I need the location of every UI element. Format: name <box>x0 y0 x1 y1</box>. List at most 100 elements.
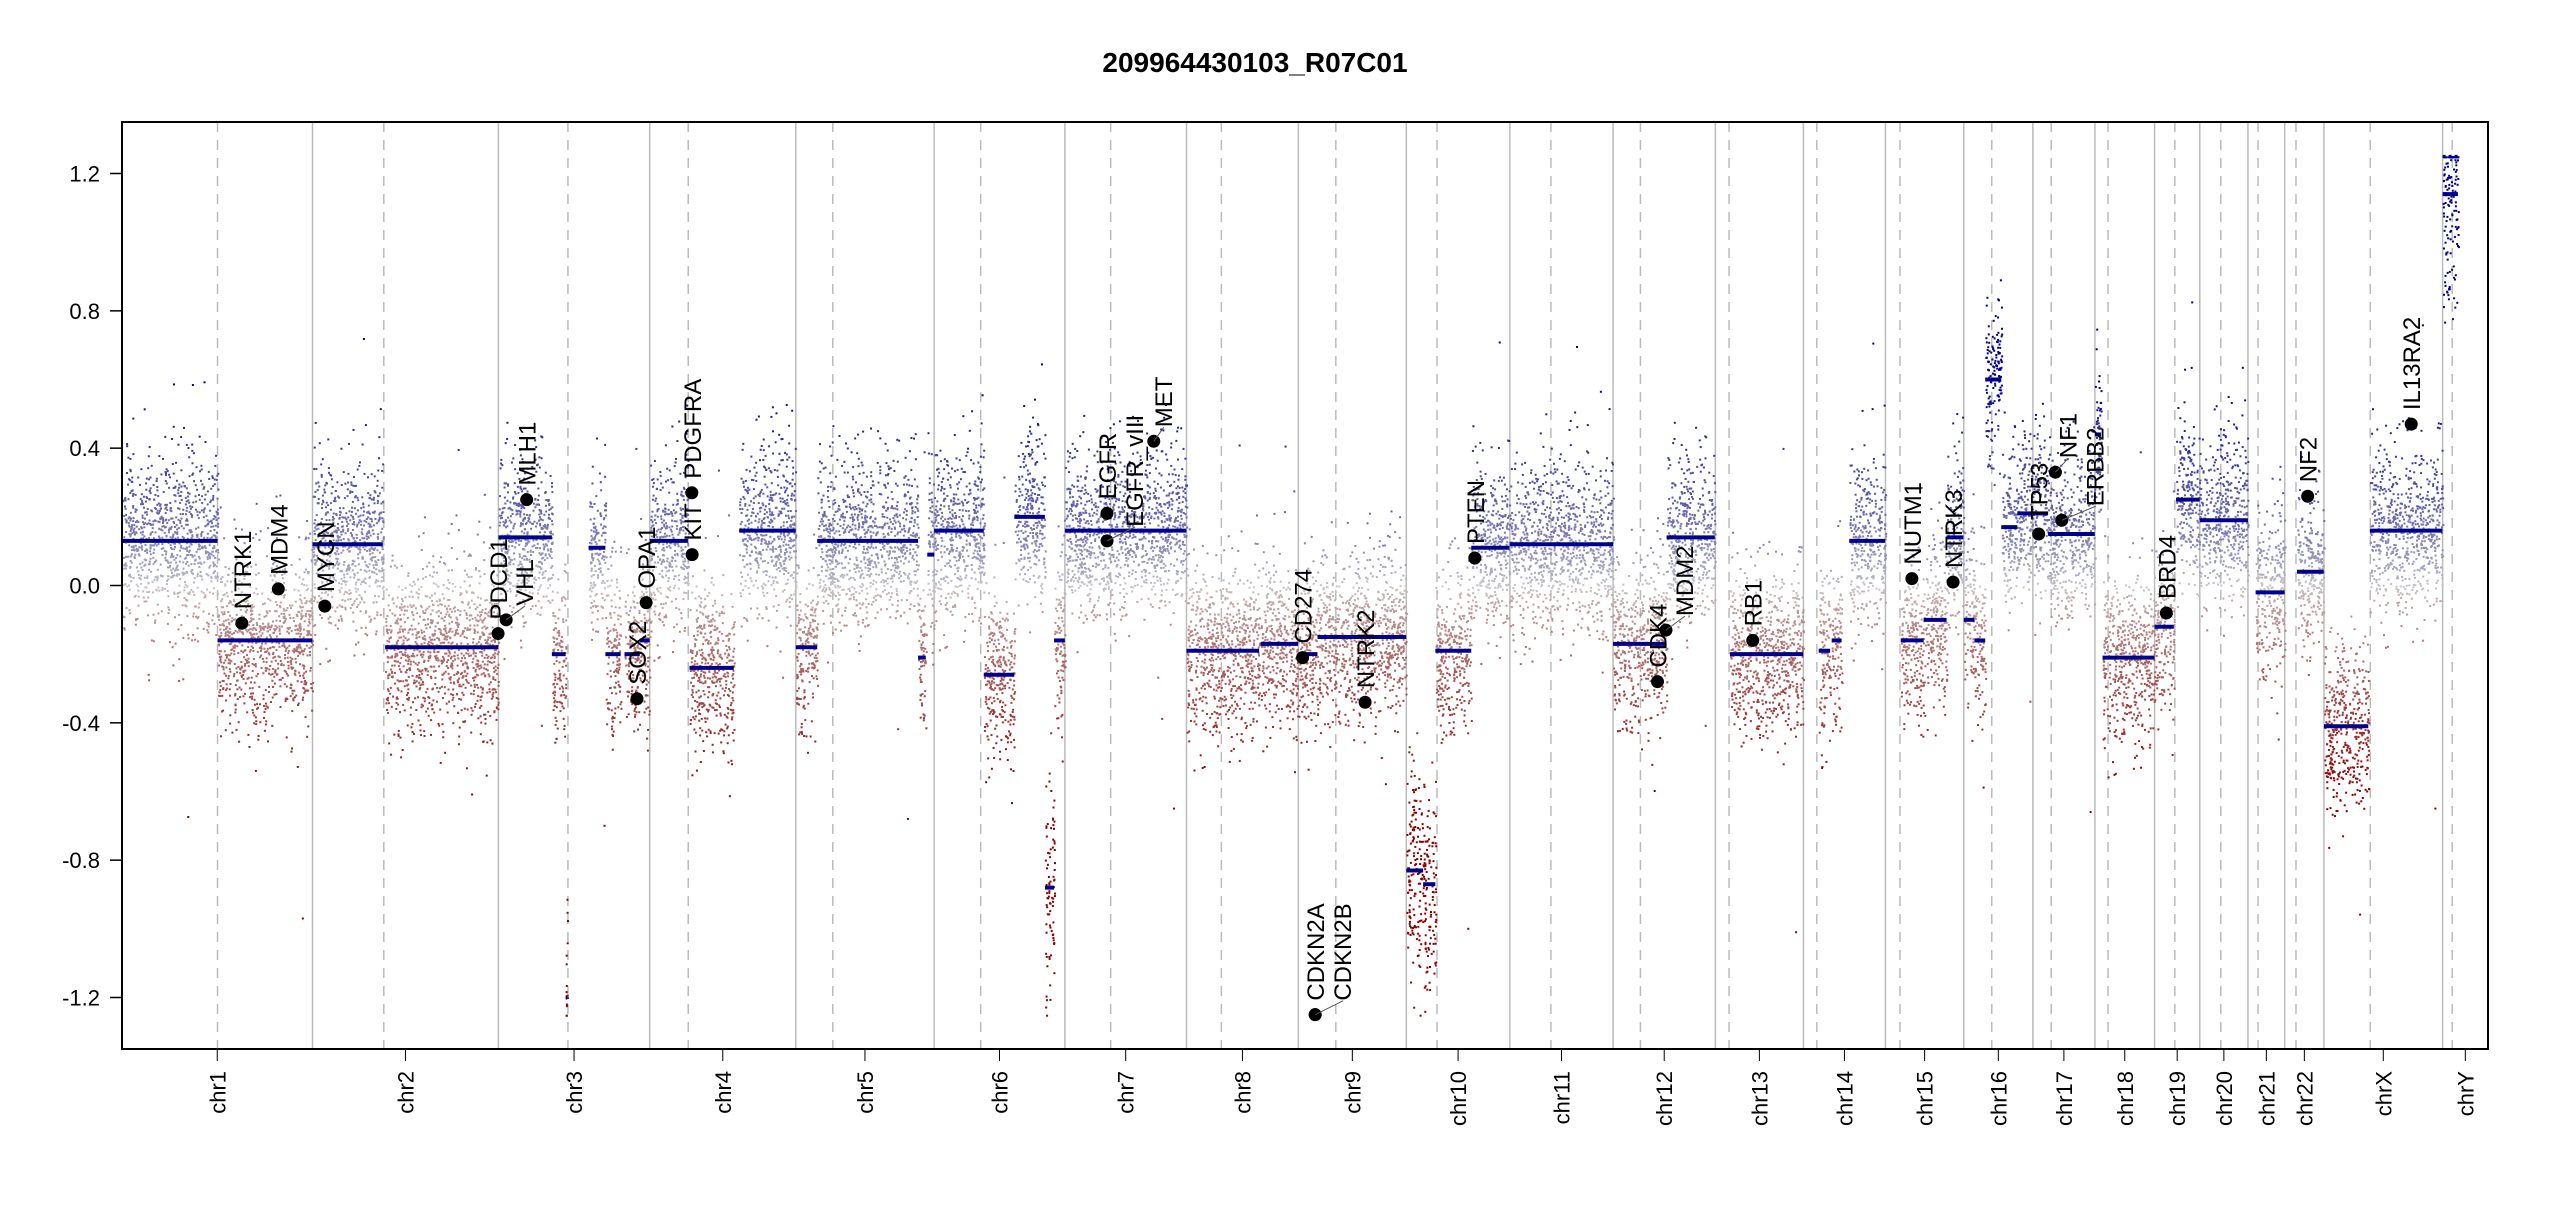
probe-point <box>178 628 180 630</box>
probe-point <box>358 579 360 581</box>
probe-point <box>509 501 511 503</box>
probe-point <box>196 536 198 538</box>
probe-point <box>556 656 558 658</box>
probe-point <box>459 614 461 616</box>
probe-point <box>599 563 601 565</box>
probe-point <box>395 708 397 710</box>
probe-point <box>591 639 593 641</box>
probe-point <box>514 491 516 493</box>
probe-point <box>197 548 199 550</box>
probe-point <box>252 624 254 626</box>
probe-point <box>279 630 281 632</box>
probe-point <box>207 556 209 558</box>
probe-point <box>427 643 429 645</box>
probe-point <box>538 514 540 516</box>
probe-point <box>426 566 428 568</box>
probe-point <box>179 550 181 552</box>
probe-point <box>541 574 543 576</box>
probe-point <box>520 511 522 513</box>
probe-point <box>567 899 569 901</box>
probe-point <box>398 689 400 691</box>
probe-point <box>606 627 608 629</box>
probe-point <box>133 524 135 526</box>
probe-point <box>162 587 164 589</box>
probe-point <box>400 626 402 628</box>
probe-point <box>489 661 491 663</box>
probe-point <box>148 674 150 676</box>
probe-point <box>399 614 401 616</box>
probe-point <box>463 551 465 553</box>
probe-point <box>330 502 332 504</box>
probe-point <box>319 442 321 444</box>
probe-point <box>225 675 227 677</box>
probe-point <box>295 661 297 663</box>
probe-point <box>184 572 186 574</box>
probe-point <box>627 695 629 697</box>
probe-point <box>142 590 144 592</box>
probe-point <box>424 612 426 614</box>
probe-point <box>495 691 497 693</box>
probe-point <box>562 691 564 693</box>
probe-point <box>133 529 135 531</box>
probe-point <box>129 566 131 568</box>
probe-point <box>258 735 260 737</box>
probe-point <box>363 653 365 655</box>
probe-point <box>444 605 446 607</box>
probe-point <box>276 636 278 638</box>
probe-point <box>427 660 429 662</box>
probe-point <box>355 630 357 632</box>
probe-point <box>301 681 303 683</box>
probe-point <box>667 558 669 560</box>
probe-point <box>554 686 556 688</box>
probe-point <box>167 606 169 608</box>
probe-point <box>565 695 567 697</box>
probe-point <box>548 514 550 516</box>
probe-point <box>170 544 172 546</box>
probe-point <box>381 580 383 582</box>
probe-point <box>478 641 480 643</box>
probe-point <box>454 655 456 657</box>
probe-point <box>263 661 265 663</box>
probe-point <box>330 509 332 511</box>
probe-point <box>457 672 459 674</box>
probe-point <box>442 723 444 725</box>
probe-point <box>652 499 654 501</box>
probe-point <box>614 594 616 596</box>
probe-point <box>673 587 675 589</box>
probe-point <box>262 672 264 674</box>
probe-point <box>136 526 138 528</box>
probe-point <box>468 655 470 657</box>
probe-point <box>368 511 370 513</box>
probe-point <box>222 613 224 615</box>
probe-point <box>452 722 454 724</box>
probe-point <box>360 524 362 526</box>
probe-point <box>446 653 448 655</box>
probe-point <box>305 537 307 539</box>
probe-point <box>484 714 486 716</box>
probe-point <box>228 675 230 677</box>
probe-point <box>126 445 128 447</box>
probe-point <box>473 649 475 651</box>
probe-point <box>593 527 595 529</box>
probe-point <box>423 651 425 653</box>
probe-point <box>325 648 327 650</box>
probe-point <box>613 671 615 673</box>
probe-point <box>139 563 141 565</box>
probe-point <box>671 520 673 522</box>
probe-point <box>266 661 268 663</box>
probe-point <box>292 693 294 695</box>
probe-point <box>506 422 508 424</box>
probe-point <box>382 598 384 600</box>
probe-point <box>603 532 605 534</box>
probe-point <box>269 626 271 628</box>
probe-point <box>129 458 131 460</box>
probe-point <box>315 468 317 470</box>
probe-point <box>141 547 143 549</box>
probe-point <box>310 683 312 685</box>
probe-point <box>665 566 667 568</box>
probe-point <box>462 675 464 677</box>
probe-point <box>346 521 348 523</box>
probe-point <box>310 614 312 616</box>
probe-point <box>212 615 214 617</box>
probe-point <box>198 494 200 496</box>
